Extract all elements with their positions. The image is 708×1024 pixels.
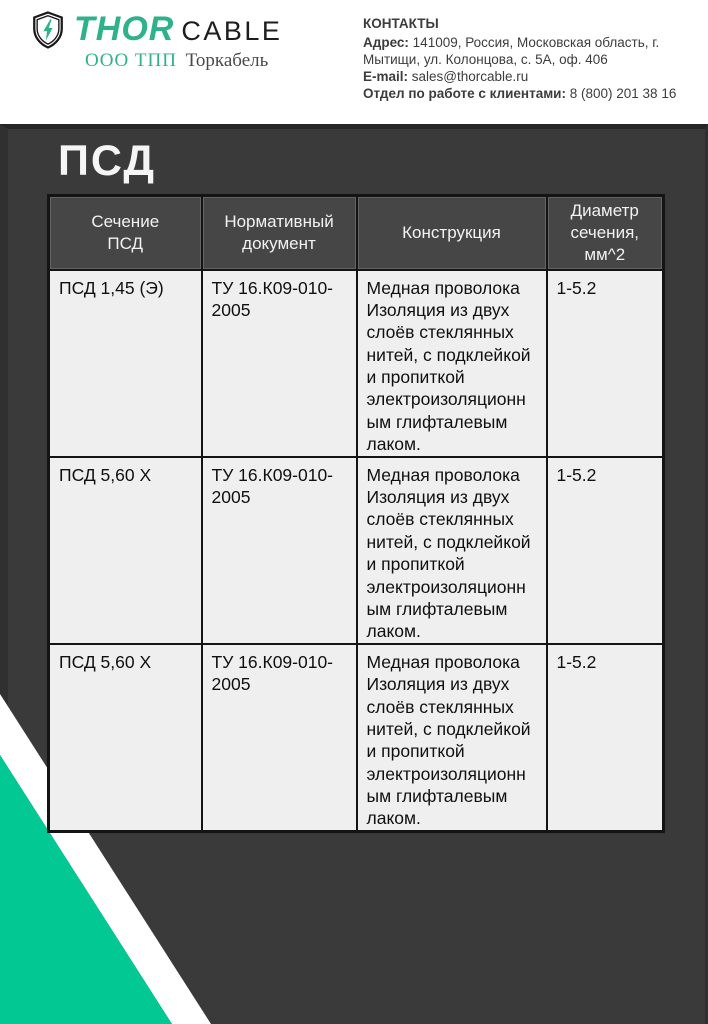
shield-lightning-icon [33,10,63,49]
cell-construction: Медная проволока Изоляция из двух слоёв … [355,455,548,645]
cell-document: ТУ 16.К09-010-2005 [200,642,358,833]
content-section: ПСД Сечение ПСД Нормативный документ Кон… [0,124,708,1024]
col-header-diameter: Диаметр сечения, мм^2 [545,194,665,271]
table-row: ПСД 1,45 (Э) ТУ 16.К09-010-2005 Медная п… [47,268,665,458]
contact-email-line: E-mail: sales@thorcable.ru [363,68,701,85]
email-label: E-mail: [363,69,409,84]
cell-document: ТУ 16.К09-010-2005 [200,268,358,458]
table-row: ПСД 5,60 Х ТУ 16.К09-010-2005 Медная про… [47,455,665,645]
cell-section: ПСД 1,45 (Э) [47,268,203,458]
email-value: sales@thorcable.ru [411,69,529,84]
cell-diameter: 1-5.2 [545,455,665,645]
cell-diameter: 1-5.2 [545,642,665,833]
brand: THOR CABLE [74,10,282,49]
cell-construction: Медная проволока Изоляция из двух слоёв … [355,268,548,458]
brand-name-secondary: CABLE [181,16,283,46]
header: THOR CABLE ООО ТПП Торкабель КОНТАКТЫ Ад… [0,0,708,124]
phone-value: 8 (800) 201 38 16 [569,86,677,101]
cell-diameter: 1-5.2 [545,268,665,458]
table-header-row: Сечение ПСД Нормативный документ Констру… [47,194,665,271]
contacts-heading: КОНТАКТЫ [363,16,439,31]
cell-section: ПСД 5,60 Х [47,642,203,833]
col-header-construction: Конструкция [355,194,548,271]
brand-name-primary: THOR [74,10,175,48]
company-name-line: ООО ТПП Торкабель [85,50,282,72]
company-name: Торкабель [185,50,269,71]
col-header-section: Сечение ПСД [47,194,203,271]
address-value: 141009, Россия, Московская область, г. М… [363,35,660,67]
logo-row: THOR CABLE [33,10,282,49]
contacts-block: КОНТАКТЫ Адрес: 141009, Россия, Московск… [363,16,701,102]
contact-phone-line: Отдел по работе с клиентами: 8 (800) 201… [363,85,701,102]
cell-document: ТУ 16.К09-010-2005 [200,455,358,645]
contact-address-line: Адрес: 141009, Россия, Московская област… [363,34,701,68]
cell-section: ПСД 5,60 Х [47,455,203,645]
address-label: Адрес: [363,35,409,50]
company-prefix: ООО ТПП [85,50,177,71]
page-title: ПСД [58,137,157,185]
phone-label: Отдел по работе с клиентами: [363,86,566,101]
logo: THOR CABLE ООО ТПП Торкабель [33,10,282,72]
product-table: Сечение ПСД Нормативный документ Констру… [47,194,665,833]
col-header-document: Нормативный документ [200,194,358,271]
cell-construction: Медная проволока Изоляция из двух слоёв … [355,642,548,833]
table-row: ПСД 5,60 Х ТУ 16.К09-010-2005 Медная про… [47,642,665,833]
